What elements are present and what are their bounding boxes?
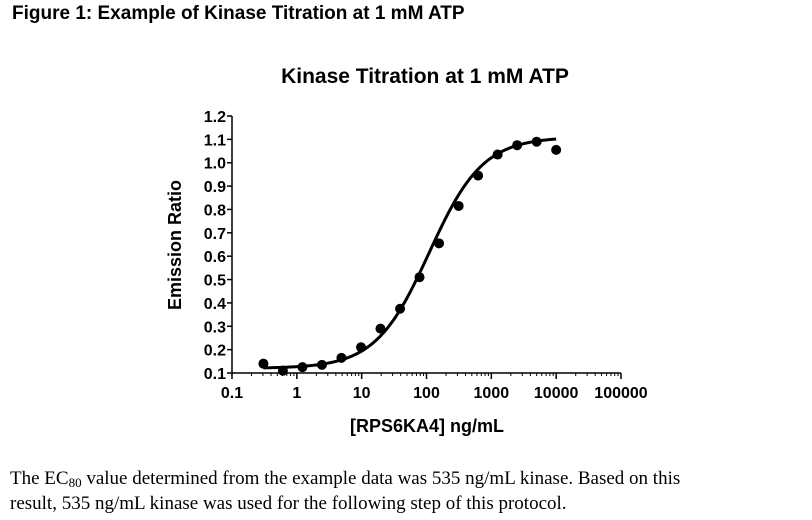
- y-tick-label: 0.7: [204, 226, 226, 243]
- x-axis-label: [RPS6KA4] ng/mL: [350, 416, 504, 436]
- data-point: [551, 144, 562, 155]
- y-tick-label: 1.0: [204, 156, 226, 173]
- caption-line-1: The EC80 value determined from the examp…: [10, 466, 810, 491]
- x-tick-label: 0.1: [221, 385, 243, 402]
- data-point: [356, 342, 367, 353]
- data-points: [258, 136, 562, 376]
- y-tick-label: 0.5: [204, 273, 226, 290]
- figure-heading: Figure 1: Example of Kinase Titration at…: [12, 3, 465, 24]
- y-tick-label: 0.4: [204, 296, 226, 313]
- x-tick-label: 10000: [534, 385, 579, 402]
- data-point: [434, 238, 445, 249]
- data-point: [277, 365, 288, 376]
- figure-caption: The EC80 value determined from the examp…: [10, 466, 810, 516]
- caption-line-2: result, 535 ng/mL kinase was used for th…: [10, 493, 567, 514]
- data-point: [336, 352, 347, 363]
- data-point: [297, 362, 308, 373]
- chart-title: Kinase Titration at 1 mM ATP: [281, 65, 569, 88]
- data-point: [453, 200, 464, 211]
- y-tick-label: 0.6: [204, 249, 226, 266]
- data-point: [512, 140, 523, 151]
- y-tick-label: 0.2: [204, 343, 226, 360]
- y-tick-label: 0.9: [204, 179, 226, 196]
- data-point: [258, 358, 269, 369]
- caption-subscript: 80: [68, 475, 82, 490]
- caption-line-1-prefix: The EC: [10, 468, 69, 489]
- data-point: [316, 359, 327, 370]
- y-axis-label: Emission Ratio: [165, 180, 185, 310]
- emission-ratio-chart: Kinase Titration at 1 mM ATP 0.10.20.30.…: [165, 65, 648, 436]
- x-tick-label: 100: [413, 385, 440, 402]
- fit-curve: [263, 137, 557, 370]
- data-point: [375, 323, 386, 334]
- data-point: [395, 303, 406, 314]
- x-tick-label: 100000: [594, 385, 647, 402]
- x-tick-label: 10: [353, 385, 371, 402]
- data-point: [492, 149, 503, 160]
- x-tick-label: 1: [292, 385, 301, 402]
- y-tick-label: 0.3: [204, 319, 226, 336]
- y-tick-label: 0.8: [204, 202, 226, 219]
- y-tick-label: 0.1: [204, 366, 226, 383]
- y-axis: 0.1 0.2 0.3 0.4 0.5 0.6 0.7 0.8 0.9 1.0 1.1 1.2: [204, 109, 233, 383]
- data-point: [414, 272, 425, 283]
- y-tick-label: 1.1: [204, 132, 226, 149]
- caption-line-1-suffix: value determined from the example data w…: [81, 468, 681, 489]
- x-tick-label: 1000: [474, 385, 510, 402]
- x-axis: 0.1 1 10 100 1000 10000 100000: [221, 372, 648, 402]
- data-point: [531, 136, 542, 147]
- y-tick-label: 1.2: [204, 109, 226, 126]
- data-point: [473, 170, 484, 181]
